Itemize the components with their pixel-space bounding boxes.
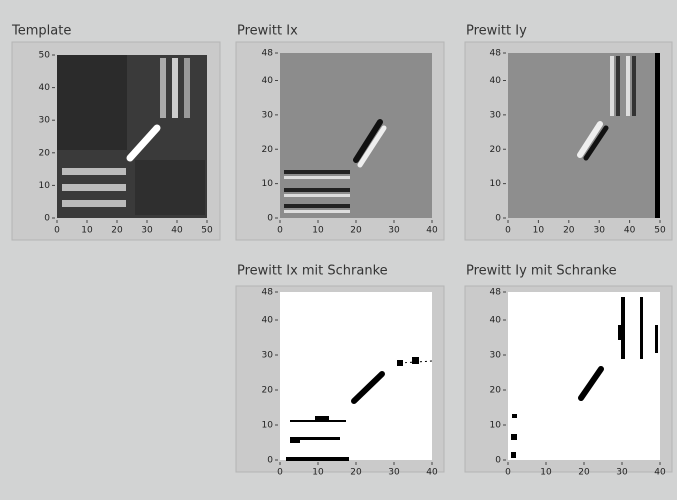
template-image (57, 55, 207, 218)
x-tick-label: 20 (111, 226, 123, 236)
x-tick-label: 30 (388, 226, 400, 236)
x-tick-label: 0 (54, 226, 60, 236)
prewitt-iy-image (508, 53, 660, 218)
prewitt-ix-threshold-image (280, 292, 432, 461)
y-tick-label: 0 (495, 456, 501, 466)
y-tick-label: 0 (267, 456, 273, 466)
y-tick-label: 30 (490, 351, 502, 361)
y-tick-label: 10 (262, 179, 274, 189)
y-tick-label: 20 (490, 145, 502, 155)
y-tick-label: 30 (262, 110, 274, 120)
x-tick-label: 30 (593, 226, 605, 236)
y-tick-label: 0 (267, 214, 273, 224)
screen: Template 0 10 20 30 40 50 0 10 20 30 40 50 Prewitt Ix… (0, 0, 677, 500)
x-tick-label: 20 (563, 226, 575, 236)
x-tick-label: 30 (141, 226, 153, 236)
x-tick-label: 40 (426, 468, 438, 478)
panel-title: Prewitt Ix (237, 24, 298, 39)
x-tick-label: 0 (277, 226, 283, 236)
y-tick-label: 0 (44, 214, 50, 224)
x-tick-label: 30 (388, 468, 400, 478)
y-tick-label: 48 (262, 288, 274, 298)
y-tick-label: 50 (39, 51, 51, 61)
x-tick-label: 50 (201, 226, 213, 236)
y-tick-label: 30 (262, 351, 274, 361)
y-tick-label: 0 (495, 214, 501, 224)
x-tick-label: 20 (350, 468, 362, 478)
x-tick-label: 0 (505, 468, 511, 478)
y-tick-label: 48 (262, 49, 274, 59)
panel-title: Template (11, 24, 71, 39)
y-tick-label: 20 (262, 145, 274, 155)
y-tick-label: 10 (262, 421, 274, 431)
x-tick-label: 0 (277, 468, 283, 478)
x-tick-label: 40 (171, 226, 183, 236)
prewitt-ix-image (280, 53, 432, 218)
y-tick-label: 40 (490, 76, 502, 86)
y-tick-label: 48 (490, 288, 502, 298)
x-tick-label: 10 (81, 226, 93, 236)
x-tick-label: 40 (654, 468, 666, 478)
x-tick-label: 20 (578, 468, 590, 478)
y-tick-label: 20 (262, 386, 274, 396)
y-tick-label: 40 (262, 316, 274, 326)
y-tick-label: 20 (490, 386, 502, 396)
x-tick-label: 10 (312, 468, 324, 478)
x-tick-label: 50 (654, 226, 666, 236)
y-tick-label: 20 (39, 148, 51, 158)
x-tick-label: 0 (505, 226, 511, 236)
y-tick-label: 10 (490, 179, 502, 189)
y-tick-label: 10 (39, 181, 51, 191)
x-tick-label: 10 (540, 468, 552, 478)
y-tick-label: 40 (490, 316, 502, 326)
y-tick-label: 30 (39, 116, 51, 126)
x-tick-label: 10 (533, 226, 545, 236)
x-tick-label: 40 (426, 226, 438, 236)
panel-title: Prewitt Iy mit Schranke (466, 264, 617, 279)
prewitt-iy-threshold-image (508, 292, 660, 460)
y-tick-label: 10 (490, 421, 502, 431)
panel-title: Prewitt Ix mit Schranke (237, 264, 388, 279)
y-tick-label: 40 (262, 76, 274, 86)
y-tick-label: 48 (490, 49, 502, 59)
x-tick-label: 10 (312, 226, 324, 236)
x-tick-label: 20 (350, 226, 362, 236)
y-tick-label: 40 (39, 83, 51, 93)
y-tick-label: 30 (490, 110, 502, 120)
x-tick-label: 30 (616, 468, 628, 478)
panel-title: Prewitt Iy (466, 24, 527, 39)
x-tick-label: 40 (624, 226, 636, 236)
